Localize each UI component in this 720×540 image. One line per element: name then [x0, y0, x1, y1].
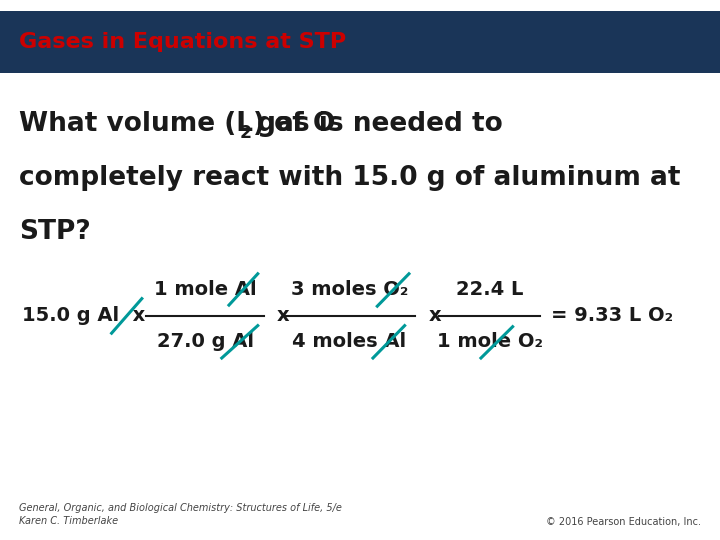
Text: x: x	[428, 306, 441, 326]
Text: 3 moles O₂: 3 moles O₂	[290, 280, 408, 300]
Text: x: x	[277, 306, 290, 326]
Text: completely react with 15.0 g of aluminum at: completely react with 15.0 g of aluminum…	[19, 165, 681, 191]
Text: General, Organic, and Biological Chemistry: Structures of Life, 5/e
Karen C. Tim: General, Organic, and Biological Chemist…	[19, 503, 342, 526]
Bar	[0, 11, 720, 73]
Text: 27.0 g Al: 27.0 g Al	[157, 332, 253, 352]
Text: 1 mole O₂: 1 mole O₂	[436, 332, 543, 352]
Text: STP?: STP?	[19, 219, 91, 245]
Text: 4 moles Al: 4 moles Al	[292, 332, 406, 352]
Text: Gases in Equations at STP: Gases in Equations at STP	[19, 32, 346, 52]
Text: 22.4 L: 22.4 L	[456, 280, 523, 300]
Text: What volume (L) of O: What volume (L) of O	[19, 111, 336, 137]
Text: © 2016 Pearson Education, Inc.: © 2016 Pearson Education, Inc.	[546, 516, 701, 526]
Text: 15.0 g Al  x: 15.0 g Al x	[22, 306, 145, 326]
Text: gas is needed to: gas is needed to	[248, 111, 503, 137]
Text: 1 mole Al: 1 mole Al	[154, 280, 256, 300]
Text: 2: 2	[240, 124, 252, 142]
Text: = 9.33 L O₂: = 9.33 L O₂	[551, 306, 673, 326]
